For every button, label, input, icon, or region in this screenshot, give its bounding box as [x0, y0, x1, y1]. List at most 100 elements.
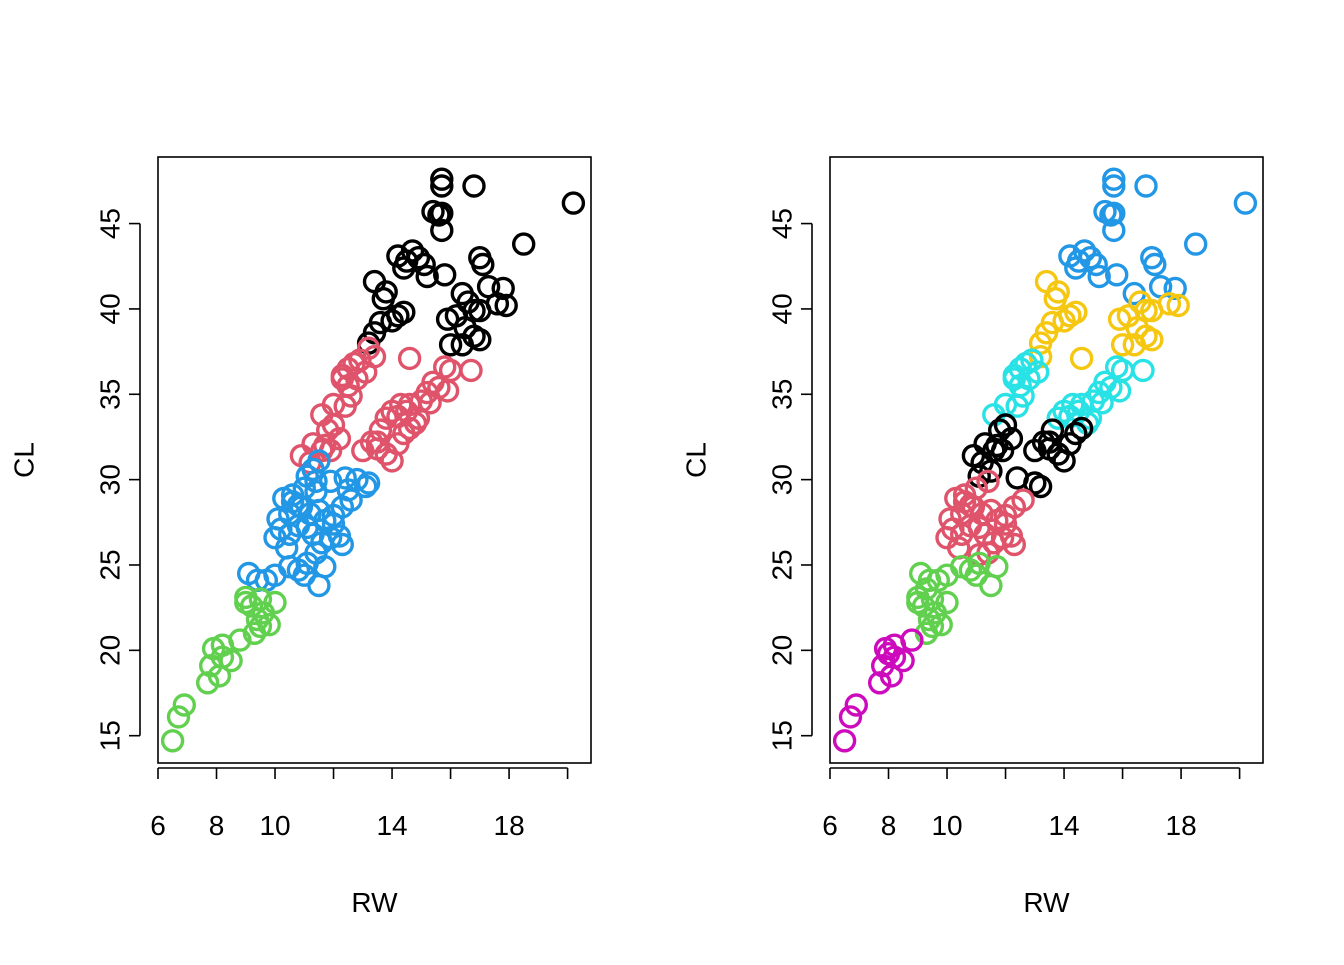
right-scatter-panel: 6 8 10 14 18 15 20 25 30 35 40 45 RW CL [681, 156, 1264, 918]
right-point-s0-14 [1233, 191, 1258, 215]
left-point-s1-50 [397, 346, 422, 371]
right-point-s3-1 [993, 413, 1018, 437]
left-x-tick-label: 14 [376, 810, 407, 841]
right-point-s1-21 [1140, 328, 1164, 352]
left-points [160, 167, 586, 753]
left-x-tick-label: 8 [209, 810, 225, 841]
left-y-axis: 15 20 25 30 35 40 45 [95, 208, 141, 751]
right-point-s0-11 [1102, 174, 1126, 198]
right-y-tick-label: 25 [767, 549, 798, 580]
left-plot-frame [157, 156, 592, 764]
right-y-tick-label: 15 [767, 720, 798, 751]
right-point-s0-9 [1102, 218, 1126, 243]
left-point-s0-24 [512, 232, 536, 256]
left-point-s0-15 [415, 264, 439, 289]
right-point-s0-6 [1087, 264, 1111, 289]
right-y-tick-label: 40 [767, 293, 798, 324]
right-point-s1-22 [1069, 346, 1094, 371]
right-point-s2-25 [1052, 399, 1076, 423]
left-point-s0-30 [494, 293, 518, 318]
right-point-s0-15 [1183, 232, 1208, 256]
left-point-s1-34 [386, 404, 410, 429]
right-point-s5-5 [979, 573, 1003, 598]
left-point-s2-28 [295, 515, 319, 540]
right-point-s1-11 [1166, 293, 1190, 318]
left-y-tick-label: 30 [95, 464, 126, 495]
left-point-s1-37 [368, 418, 393, 442]
right-point-s6-3 [868, 671, 892, 695]
right-point-s1-18 [1110, 333, 1135, 357]
left-point-s0-37 [435, 307, 460, 331]
left-point-s2-19 [333, 466, 357, 490]
left-x-axis: 6 8 10 14 18 [150, 767, 569, 841]
left-y-tick-label: 15 [95, 720, 126, 751]
left-point-s0-8 [392, 300, 416, 324]
left-point-s0-28 [491, 276, 515, 301]
left-point-s2-33 [330, 532, 354, 557]
right-point-s2-21 [1131, 358, 1155, 383]
left-point-s2-43 [275, 536, 299, 560]
left-point-s1-49 [433, 355, 457, 379]
right-point-s6-0 [832, 729, 857, 753]
left-point-s2-31 [318, 526, 343, 550]
left-point-s2-3 [304, 469, 328, 493]
left-point-s3-16 [263, 590, 287, 615]
left-point-s0-23 [561, 191, 586, 215]
left-point-s2-17 [356, 471, 381, 495]
right-point-s6-1 [838, 705, 863, 729]
right-point-s1-8 [1064, 300, 1088, 324]
right-point-s0-13 [1134, 174, 1158, 198]
right-point-s3-13 [1028, 474, 1053, 499]
left-point-s1-36 [374, 406, 398, 430]
right-point-s0-4 [1078, 246, 1103, 270]
right-point-s5-19 [906, 585, 930, 610]
left-point-s0-42 [468, 328, 492, 352]
right-point-s1-17 [1107, 307, 1132, 331]
right-point-s5-20 [914, 621, 939, 645]
left-point-s2-41 [307, 573, 331, 598]
right-x-axis-label: RW [1023, 887, 1070, 918]
left-point-s2-47 [236, 561, 261, 586]
right-y-axis-label: CL [681, 442, 712, 478]
left-point-s0-22 [462, 174, 486, 198]
right-point-s4-23 [1002, 532, 1026, 557]
left-point-s3-0 [160, 729, 185, 753]
right-plot-frame [829, 156, 1264, 764]
left-point-s1-15 [321, 413, 346, 437]
right-point-s4-21 [990, 526, 1015, 550]
left-point-s0-19 [430, 201, 454, 226]
right-point-s5-9 [909, 561, 933, 586]
left-point-s0-26 [471, 252, 495, 277]
left-scatter-panel: 6 8 10 14 18 15 20 25 30 35 40 45 RW CL [9, 156, 592, 918]
right-point-s3-22 [1040, 418, 1065, 442]
right-point-s3-23 [1037, 430, 1062, 454]
right-point-s2-22 [1104, 355, 1129, 379]
right-y-tick-label: 45 [767, 208, 798, 239]
left-x-tick-label: 10 [259, 810, 290, 841]
right-point-s0-3 [1072, 239, 1097, 263]
left-x-tick-label: 6 [150, 810, 166, 841]
right-point-s0-19 [1163, 276, 1187, 301]
right-x-tick-label: 18 [1166, 810, 1197, 841]
right-x-tick-label: 8 [881, 810, 897, 841]
left-point-s0-20 [430, 174, 454, 198]
left-y-tick-label: 35 [95, 379, 126, 410]
left-point-s3-2 [172, 693, 197, 717]
left-point-s3-20 [234, 585, 258, 610]
right-point-s6-10 [900, 628, 924, 652]
right-point-s0-17 [1143, 252, 1167, 277]
right-point-s0-5 [1084, 252, 1108, 277]
left-point-s1-11 [333, 394, 357, 418]
right-point-s1-5 [1046, 280, 1070, 304]
left-point-s0-5 [374, 280, 398, 304]
right-point-s3-9 [979, 459, 1003, 483]
right-point-s0-10 [1102, 201, 1126, 226]
right-x-tick-label: 10 [931, 810, 962, 841]
left-point-s0-13 [406, 246, 431, 270]
left-point-s1-48 [459, 358, 483, 383]
left-y-tick-label: 45 [95, 208, 126, 239]
right-point-s3-20 [1064, 421, 1088, 446]
left-point-s3-10 [228, 628, 252, 652]
